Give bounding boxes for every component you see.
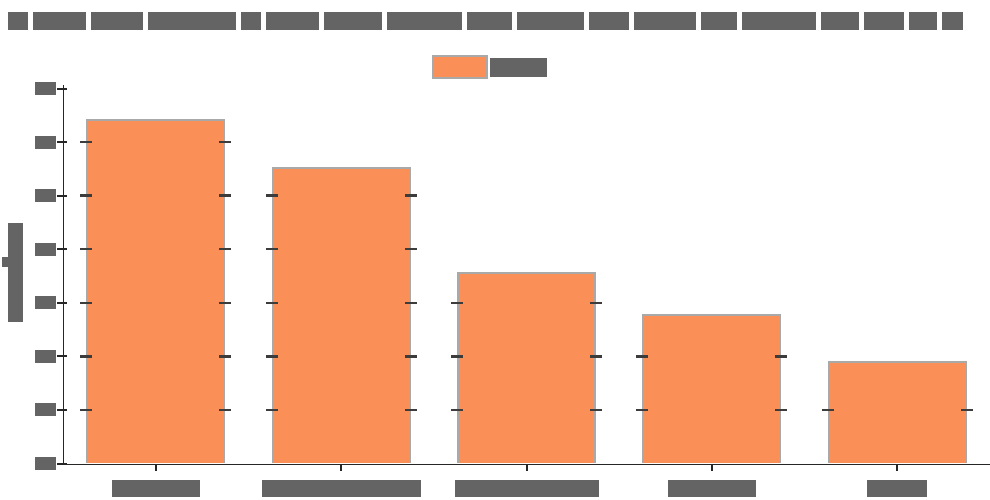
y-axis-title-notch [2, 257, 8, 267]
gridline-nub [960, 408, 973, 412]
title-word-block [324, 12, 382, 30]
y-tick-mark [57, 408, 67, 411]
title-word-block [701, 12, 737, 30]
gridline-nub [80, 408, 93, 412]
y-axis-spine [63, 85, 64, 465]
title-word-block [266, 12, 319, 30]
gridline-nub [80, 140, 93, 144]
y-tick-mark [57, 87, 67, 90]
x-category-label-redacted [111, 480, 200, 497]
bar-category-3 [457, 271, 596, 464]
title-word-block [387, 12, 462, 30]
x-category-label-redacted [454, 480, 599, 497]
title-word-block [909, 12, 937, 30]
gridline-nub [80, 194, 93, 197]
title-word-block [821, 12, 859, 30]
legend-swatch [432, 55, 488, 79]
gridline-nub [775, 355, 788, 358]
gridline-nub [404, 247, 417, 251]
gridline-nub [265, 247, 278, 251]
x-tick-mark [154, 464, 157, 471]
y-tick-mark [57, 141, 67, 144]
gridline-nub [451, 301, 463, 305]
y-tick-label-redacted [35, 82, 56, 95]
y-tick-label-redacted [35, 349, 56, 363]
gridline-nub [219, 355, 232, 358]
legend-label-redacted [490, 58, 547, 77]
y-tick-label-redacted [35, 242, 56, 256]
x-category-label-redacted [667, 480, 756, 497]
gridline-nub [590, 301, 602, 305]
gridline-nub [636, 408, 649, 412]
gridline-nub [265, 408, 278, 412]
gridline-nub [590, 355, 602, 358]
title-word-block [517, 12, 584, 30]
x-tick-mark [525, 464, 528, 471]
gridline-nub [219, 408, 232, 412]
title-word-block [33, 12, 86, 30]
gridline-nub [775, 408, 788, 412]
title-word-block [8, 12, 28, 30]
gridline-nub [404, 355, 417, 358]
y-tick-label-redacted [35, 403, 56, 417]
gridline-nub [590, 408, 602, 412]
y-tick-label-redacted [35, 135, 56, 149]
y-tick-mark [57, 248, 67, 251]
title-word-block [864, 12, 904, 30]
x-axis-spine [63, 463, 990, 465]
bar-category-5 [827, 361, 967, 464]
gridline-nub [821, 408, 834, 412]
y-tick-mark [57, 194, 67, 197]
title-word-block [467, 12, 512, 30]
x-tick-mark [340, 464, 343, 471]
gridline-nub [80, 247, 93, 251]
gridline-nub [404, 301, 417, 305]
x-category-label-redacted [261, 480, 421, 497]
bar-category-4 [642, 313, 782, 464]
y-tick-mark [57, 355, 67, 358]
y-tick-mark [57, 301, 67, 304]
x-category-label-redacted [867, 480, 928, 497]
gridline-nub [451, 408, 463, 412]
gridline-nub [636, 355, 649, 358]
gridline-nub [80, 301, 93, 305]
x-tick-mark [710, 464, 713, 471]
gridline-nub [451, 355, 463, 358]
gridline-nub [219, 194, 232, 197]
gridline-nub [265, 301, 278, 305]
bar-category-1 [86, 119, 226, 464]
gridline-nub [404, 408, 417, 412]
gridline-nub [265, 355, 278, 358]
y-tick-mark [57, 462, 67, 465]
title-word-block [589, 12, 629, 30]
gridline-nub [265, 194, 278, 197]
title-word-block [942, 12, 963, 30]
title-word-block [634, 12, 696, 30]
y-tick-label-redacted [35, 457, 56, 470]
bar-category-2 [271, 167, 411, 464]
y-axis-title-redacted [8, 223, 23, 322]
gridline-nub [404, 194, 417, 197]
x-tick-mark [896, 464, 899, 471]
gridline-nub [219, 247, 232, 251]
chart-title-redacted [8, 12, 963, 30]
y-tick-label-redacted [35, 296, 56, 310]
title-word-block [742, 12, 816, 30]
y-tick-label-redacted [35, 189, 56, 203]
gridline-nub [219, 301, 232, 305]
title-word-block [91, 12, 143, 30]
gridline-nub [219, 140, 232, 144]
title-word-block [241, 12, 261, 30]
gridline-nub [80, 355, 93, 358]
title-word-block [148, 12, 236, 30]
